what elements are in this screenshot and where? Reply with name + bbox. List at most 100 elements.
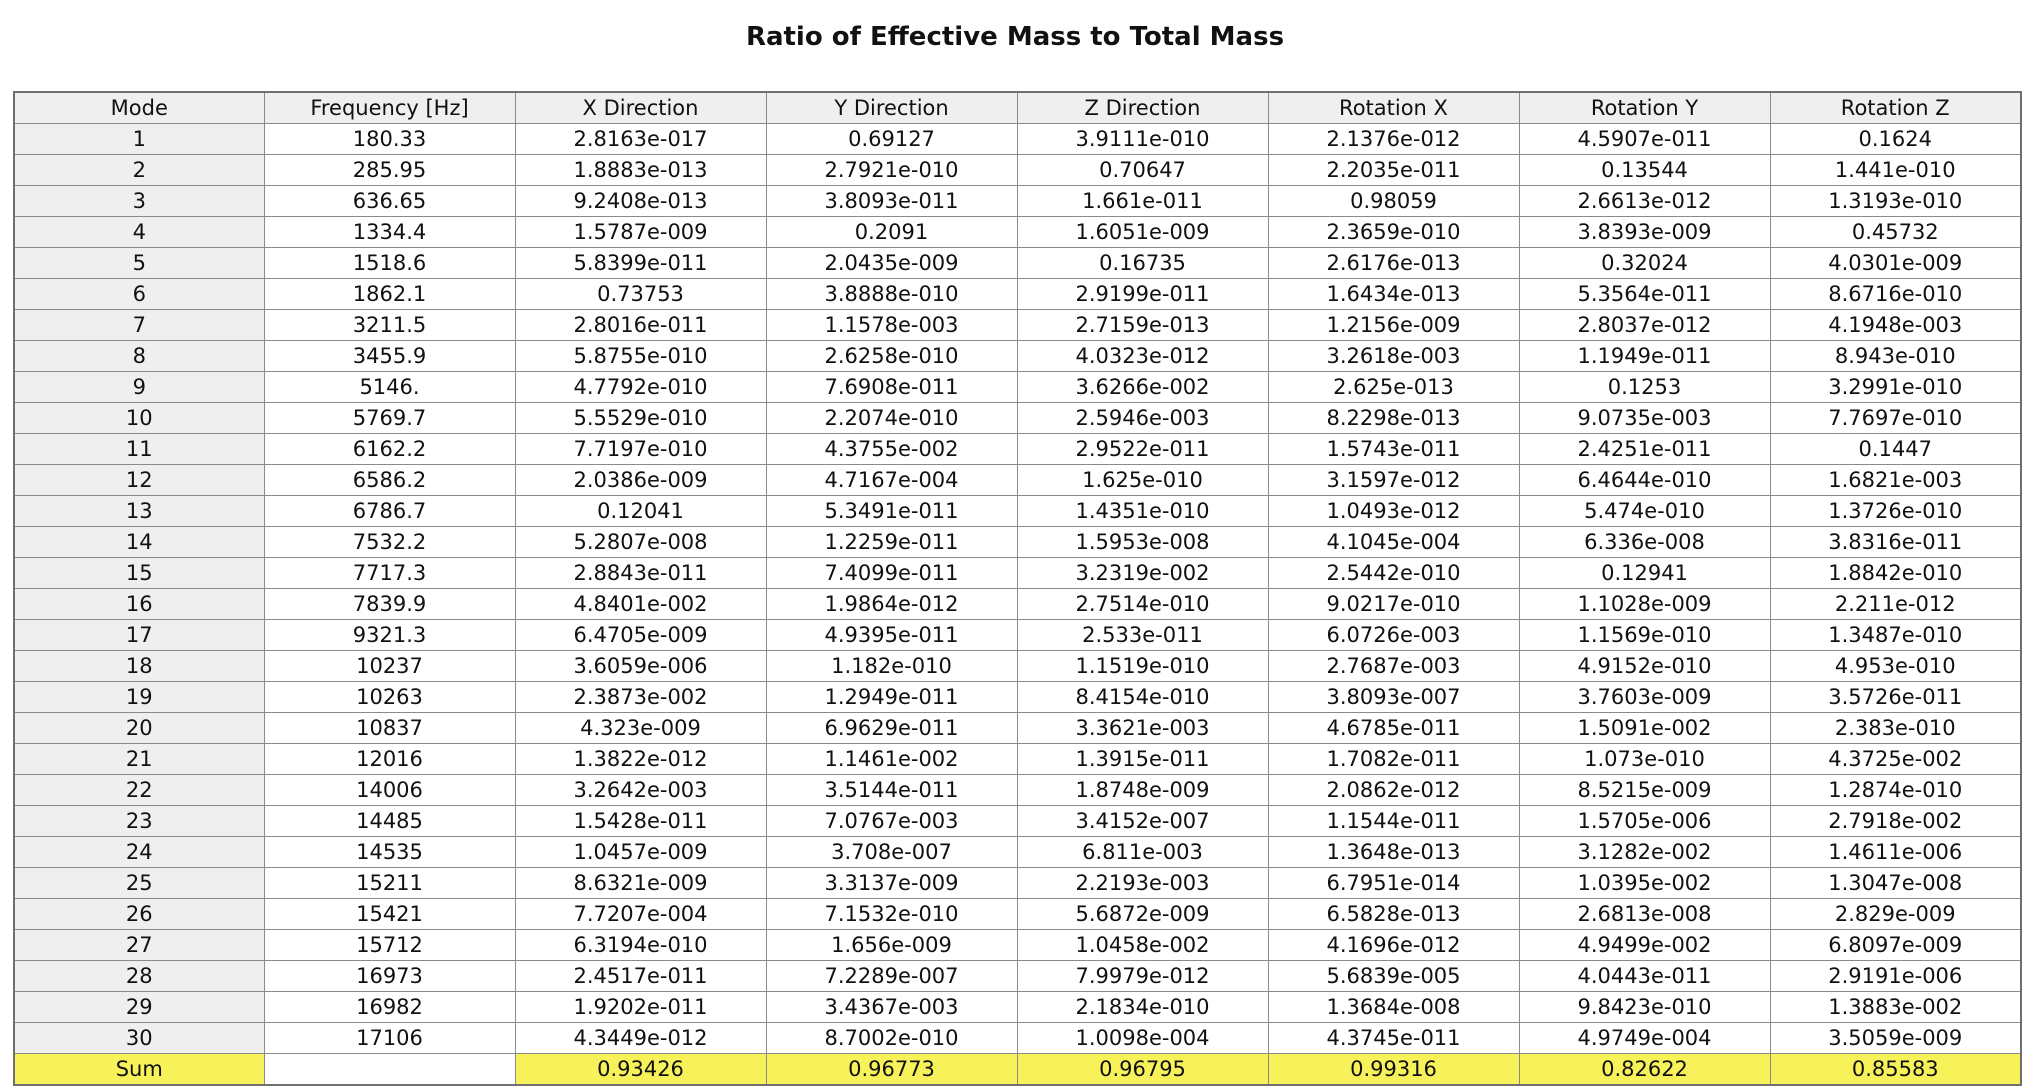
table-row[interactable]: 17 9321.3 6.4705e-009 4.9395e-011 2.533e-011…	[13, 619, 2022, 651]
x-direction-cell: 8.6321e-009	[514, 867, 767, 899]
table-row[interactable]: 19 10263 2.3873e-002 1.2949e-011 8.4154e-010…	[13, 681, 2022, 713]
table-row[interactable]: 28 16973 2.4517e-011 7.2289e-007 7.9979e-012…	[13, 960, 2022, 992]
x-direction-cell: 9.2408e-013	[514, 185, 767, 217]
rotation-z-cell: 1.4611e-006	[1769, 836, 2022, 868]
rotation-x-cell: 2.7687e-003	[1267, 650, 1520, 682]
table-row[interactable]: 5 1518.6 5.8399e-011 2.0435e-009 0.16735 2.61…	[13, 247, 2022, 279]
y-direction-cell: 7.0767e-003	[765, 805, 1018, 837]
table-row[interactable]: 11 6162.2 7.7197e-010 4.3755e-002 2.9522e-01…	[13, 433, 2022, 465]
rotation-z-cell: 1.3047e-008	[1769, 867, 2022, 899]
z-direction-cell: 1.8748e-009	[1016, 774, 1269, 806]
rotation-y-cell: 6.336e-008	[1518, 526, 1771, 558]
y-direction-cell: 2.0435e-009	[765, 247, 1018, 279]
table-row[interactable]: 25 15211 8.6321e-009 3.3137e-009 2.2193e-003…	[13, 867, 2022, 899]
table-row[interactable]: 18 10237 3.6059e-006 1.182e-010 1.1519e-010 2…	[13, 650, 2022, 682]
x-direction-cell: 1.5428e-011	[514, 805, 767, 837]
column-header-mode[interactable]: Mode	[13, 91, 265, 124]
table-row[interactable]: 8 3455.9 5.8755e-010 2.6258e-010 4.0323e-012…	[13, 340, 2022, 372]
effective-mass-table-container: Mode Frequency [Hz] X Direction Y Direct…	[13, 91, 2022, 1086]
column-header-rotation-x[interactable]: Rotation X	[1267, 91, 1520, 124]
column-header-y-direction[interactable]: Y Direction	[765, 91, 1018, 124]
mode-cell: 20	[13, 712, 265, 744]
table-row[interactable]: 15 7717.3 2.8843e-011 7.4099e-011 3.2319e-00…	[13, 557, 2022, 589]
table-row[interactable]: 26 15421 7.7207e-004 7.1532e-010 5.6872e-009…	[13, 898, 2022, 930]
z-direction-cell: 1.661e-011	[1016, 185, 1269, 217]
frequency-cell: 6786.7	[263, 495, 516, 527]
x-direction-cell: 1.5787e-009	[514, 216, 767, 248]
mode-cell: 7	[13, 309, 265, 341]
frequency-cell: 14006	[263, 774, 516, 806]
x-direction-cell: 3.2642e-003	[514, 774, 767, 806]
mode-cell: 6	[13, 278, 265, 310]
table-row[interactable]: 14 7532.2 5.2807e-008 1.2259e-011 1.5953e-00…	[13, 526, 2022, 558]
table-row[interactable]: 9 5146. 4.7792e-010 7.6908e-011 3.6266e-002 2…	[13, 371, 2022, 403]
sum-rotation-x: 0.99316	[1267, 1053, 1520, 1086]
rotation-x-cell: 2.625e-013	[1267, 371, 1520, 403]
rotation-z-cell: 2.7918e-002	[1769, 805, 2022, 837]
table-row[interactable]: 2 285.95 1.8883e-013 2.7921e-010 0.70647 2.20…	[13, 154, 2022, 186]
z-direction-cell: 0.70647	[1016, 154, 1269, 186]
column-header-x-direction[interactable]: X Direction	[514, 91, 767, 124]
rotation-z-cell: 1.441e-010	[1769, 154, 2022, 186]
table-row[interactable]: 23 14485 1.5428e-011 7.0767e-003 3.4152e-007…	[13, 805, 2022, 837]
frequency-cell: 636.65	[263, 185, 516, 217]
x-direction-cell: 2.8163e-017	[514, 123, 767, 155]
x-direction-cell: 1.8883e-013	[514, 154, 767, 186]
frequency-cell: 5769.7	[263, 402, 516, 434]
rotation-y-cell: 0.32024	[1518, 247, 1771, 279]
table-row[interactable]: 20 10837 4.323e-009 6.9629e-011 3.3621e-003 4…	[13, 712, 2022, 744]
table-row[interactable]: 24 14535 1.0457e-009 3.708e-007 6.811e-003 1.…	[13, 836, 2022, 868]
rotation-x-cell: 3.2618e-003	[1267, 340, 1520, 372]
table-row[interactable]: 4 1334.4 1.5787e-009 0.2091 1.6051e-009 2.365…	[13, 216, 2022, 248]
column-header-z-direction[interactable]: Z Direction	[1016, 91, 1269, 124]
rotation-z-cell: 2.211e-012	[1769, 588, 2022, 620]
mode-cell: 17	[13, 619, 265, 651]
rotation-x-cell: 6.5828e-013	[1267, 898, 1520, 930]
table-row[interactable]: 16 7839.9 4.8401e-002 1.9864e-012 2.7514e-01…	[13, 588, 2022, 620]
x-direction-cell: 1.9202e-011	[514, 991, 767, 1023]
z-direction-cell: 3.6266e-002	[1016, 371, 1269, 403]
table-body: 1 180.33 2.8163e-017 0.69127 3.9111e-010 2.13…	[13, 123, 2022, 1054]
table-row[interactable]: 22 14006 3.2642e-003 3.5144e-011 1.8748e-009…	[13, 774, 2022, 806]
rotation-x-cell: 1.5743e-011	[1267, 433, 1520, 465]
y-direction-cell: 1.182e-010	[765, 650, 1018, 682]
z-direction-cell: 2.2193e-003	[1016, 867, 1269, 899]
sum-frequency-cell	[263, 1053, 516, 1086]
column-header-frequency[interactable]: Frequency [Hz]	[263, 91, 516, 124]
x-direction-cell: 2.8016e-011	[514, 309, 767, 341]
z-direction-cell: 3.3621e-003	[1016, 712, 1269, 744]
mode-cell: 19	[13, 681, 265, 713]
frequency-cell: 3455.9	[263, 340, 516, 372]
rotation-y-cell: 2.4251e-011	[1518, 433, 1771, 465]
sum-y-direction: 0.96773	[765, 1053, 1018, 1086]
mode-cell: 23	[13, 805, 265, 837]
z-direction-cell: 2.533e-011	[1016, 619, 1269, 651]
frequency-cell: 180.33	[263, 123, 516, 155]
rotation-z-cell: 4.3725e-002	[1769, 743, 2022, 775]
x-direction-cell: 3.6059e-006	[514, 650, 767, 682]
mode-cell: 5	[13, 247, 265, 279]
z-direction-cell: 1.0458e-002	[1016, 929, 1269, 961]
table-row[interactable]: 30 17106 4.3449e-012 8.7002e-010 1.0098e-004…	[13, 1022, 2022, 1054]
column-header-rotation-z[interactable]: Rotation Z	[1769, 91, 2022, 124]
table-row[interactable]: 3 636.65 9.2408e-013 3.8093e-011 1.661e-011 0…	[13, 185, 2022, 217]
table-row[interactable]: 7 3211.5 2.8016e-011 1.1578e-003 2.7159e-013…	[13, 309, 2022, 341]
mode-cell: 4	[13, 216, 265, 248]
table-row[interactable]: 12 6586.2 2.0386e-009 4.7167e-004 1.625e-010…	[13, 464, 2022, 496]
y-direction-cell: 0.2091	[765, 216, 1018, 248]
table-row[interactable]: 6 1862.1 0.73753 3.8888e-010 2.9199e-011 1.64…	[13, 278, 2022, 310]
rotation-z-cell: 0.1447	[1769, 433, 2022, 465]
table-row[interactable]: 29 16982 1.9202e-011 3.4367e-003 2.1834e-010…	[13, 991, 2022, 1023]
rotation-y-cell: 0.1253	[1518, 371, 1771, 403]
x-direction-cell: 0.73753	[514, 278, 767, 310]
table-row[interactable]: 1 180.33 2.8163e-017 0.69127 3.9111e-010 2.13…	[13, 123, 2022, 155]
rotation-z-cell: 3.8316e-011	[1769, 526, 2022, 558]
table-row[interactable]: 27 15712 6.3194e-010 1.656e-009 1.0458e-002 4…	[13, 929, 2022, 961]
z-direction-cell: 1.1519e-010	[1016, 650, 1269, 682]
table-row[interactable]: 21 12016 1.3822e-012 1.1461e-002 1.3915e-011…	[13, 743, 2022, 775]
table-row[interactable]: 13 6786.7 0.12041 5.3491e-011 1.4351e-010 1.0…	[13, 495, 2022, 527]
rotation-z-cell: 1.3726e-010	[1769, 495, 2022, 527]
table-row[interactable]: 10 5769.7 5.5529e-010 2.2074e-010 2.5946e-00…	[13, 402, 2022, 434]
frequency-cell: 285.95	[263, 154, 516, 186]
column-header-rotation-y[interactable]: Rotation Y	[1518, 91, 1771, 124]
